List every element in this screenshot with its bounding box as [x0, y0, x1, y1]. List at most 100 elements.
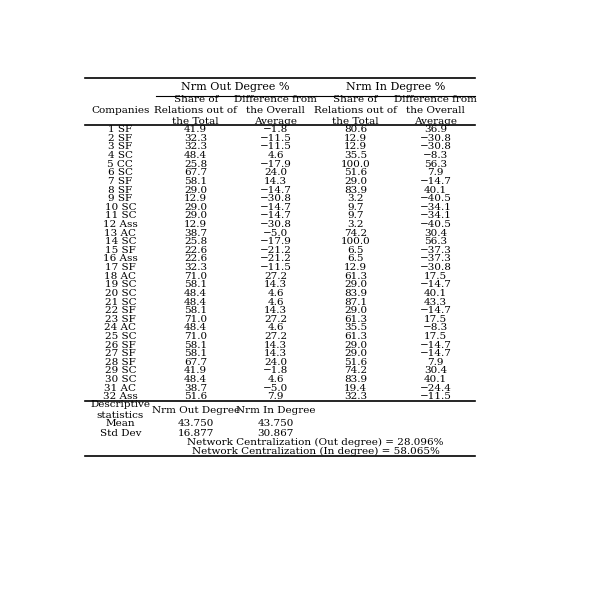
- Text: −24.4: −24.4: [419, 384, 451, 393]
- Text: Nrm Out Degree: Nrm Out Degree: [152, 406, 240, 415]
- Text: Network Centralization (In degree) = 58.065%: Network Centralization (In degree) = 58.…: [191, 447, 439, 456]
- Text: 35.5: 35.5: [344, 323, 367, 333]
- Text: 58.1: 58.1: [184, 340, 207, 350]
- Text: −8.3: −8.3: [423, 151, 448, 160]
- Text: 14.3: 14.3: [264, 340, 287, 350]
- Text: −30.8: −30.8: [260, 220, 292, 229]
- Text: 32.3: 32.3: [184, 142, 207, 152]
- Text: 43.750: 43.750: [177, 419, 214, 428]
- Text: −40.5: −40.5: [419, 194, 451, 203]
- Text: −5.0: −5.0: [263, 228, 288, 237]
- Text: 30.867: 30.867: [257, 428, 294, 438]
- Text: 14.3: 14.3: [264, 349, 287, 358]
- Text: Share of
Relations out of
the Total: Share of Relations out of the Total: [154, 95, 237, 126]
- Text: −34.1: −34.1: [419, 203, 451, 212]
- Text: −5.0: −5.0: [263, 384, 288, 393]
- Text: −30.8: −30.8: [260, 194, 292, 203]
- Text: −14.7: −14.7: [260, 186, 292, 195]
- Text: 19 SC: 19 SC: [105, 280, 136, 289]
- Text: 4.6: 4.6: [267, 323, 284, 333]
- Text: Share of
Relations out of
the Total: Share of Relations out of the Total: [314, 95, 397, 126]
- Text: −11.5: −11.5: [419, 392, 451, 401]
- Text: 41.9: 41.9: [184, 367, 207, 375]
- Text: 61.3: 61.3: [344, 272, 367, 281]
- Text: 21 SC: 21 SC: [105, 298, 136, 306]
- Text: 17.5: 17.5: [424, 315, 447, 324]
- Text: 61.3: 61.3: [344, 315, 367, 324]
- Text: −1.8: −1.8: [263, 126, 288, 134]
- Text: 20 SC: 20 SC: [105, 289, 136, 298]
- Text: −37.3: −37.3: [419, 246, 451, 255]
- Text: 4.6: 4.6: [267, 375, 284, 384]
- Text: 12.9: 12.9: [344, 142, 367, 152]
- Text: 43.3: 43.3: [424, 298, 447, 306]
- Text: 40.1: 40.1: [424, 186, 447, 195]
- Text: 32.3: 32.3: [184, 134, 207, 143]
- Text: 14 SC: 14 SC: [105, 237, 136, 246]
- Text: 29.0: 29.0: [344, 280, 367, 289]
- Text: 12.9: 12.9: [344, 263, 367, 272]
- Text: −21.2: −21.2: [260, 255, 292, 264]
- Text: 9.7: 9.7: [348, 211, 364, 220]
- Text: 24.0: 24.0: [264, 168, 287, 177]
- Text: 4 SC: 4 SC: [108, 151, 133, 160]
- Text: 14.3: 14.3: [264, 177, 287, 186]
- Text: 51.6: 51.6: [344, 168, 367, 177]
- Text: 14.3: 14.3: [264, 280, 287, 289]
- Text: Network Centralization (Out degree) = 28.096%: Network Centralization (Out degree) = 28…: [187, 438, 444, 447]
- Text: 30.4: 30.4: [424, 367, 447, 375]
- Text: 29.0: 29.0: [344, 177, 367, 186]
- Text: −17.9: −17.9: [260, 237, 292, 246]
- Text: 27.2: 27.2: [264, 332, 287, 341]
- Text: 12.9: 12.9: [184, 220, 207, 229]
- Text: 24.0: 24.0: [264, 358, 287, 367]
- Text: 48.4: 48.4: [184, 375, 207, 384]
- Text: 48.4: 48.4: [184, 289, 207, 298]
- Text: −37.3: −37.3: [419, 255, 451, 264]
- Text: 71.0: 71.0: [184, 332, 207, 341]
- Text: 29.0: 29.0: [184, 203, 207, 212]
- Text: 4.6: 4.6: [267, 151, 284, 160]
- Text: 58.1: 58.1: [184, 306, 207, 315]
- Text: 6.5: 6.5: [348, 246, 364, 255]
- Text: Nrm Out Degree %: Nrm Out Degree %: [181, 82, 290, 92]
- Text: 48.4: 48.4: [184, 298, 207, 306]
- Text: 17 SF: 17 SF: [105, 263, 136, 272]
- Text: −21.2: −21.2: [260, 246, 292, 255]
- Text: Std Dev: Std Dev: [100, 428, 141, 438]
- Text: 27.2: 27.2: [264, 315, 287, 324]
- Text: 67.7: 67.7: [184, 358, 207, 367]
- Text: 71.0: 71.0: [184, 315, 207, 324]
- Text: 27.2: 27.2: [264, 272, 287, 281]
- Text: 29.0: 29.0: [344, 340, 367, 350]
- Text: 56.3: 56.3: [424, 237, 447, 246]
- Text: 40.1: 40.1: [424, 375, 447, 384]
- Text: 56.3: 56.3: [424, 159, 447, 169]
- Text: −40.5: −40.5: [419, 220, 451, 229]
- Text: Difference from
the Overall
Average: Difference from the Overall Average: [394, 95, 477, 126]
- Text: 43.750: 43.750: [257, 419, 294, 428]
- Text: −14.7: −14.7: [260, 203, 292, 212]
- Text: 25.8: 25.8: [184, 159, 207, 169]
- Text: −1.8: −1.8: [263, 367, 288, 375]
- Text: 71.0: 71.0: [184, 272, 207, 281]
- Text: 83.9: 83.9: [344, 375, 367, 384]
- Text: Difference from
the Overall
Average: Difference from the Overall Average: [234, 95, 317, 126]
- Text: 22 SF: 22 SF: [105, 306, 136, 315]
- Text: 30.4: 30.4: [424, 228, 447, 237]
- Text: 87.1: 87.1: [344, 298, 367, 306]
- Text: 58.1: 58.1: [184, 349, 207, 358]
- Text: 35.5: 35.5: [344, 151, 367, 160]
- Text: 3 SF: 3 SF: [108, 142, 133, 152]
- Text: 18 AC: 18 AC: [104, 272, 137, 281]
- Text: −14.7: −14.7: [419, 280, 451, 289]
- Text: 51.6: 51.6: [184, 392, 207, 401]
- Text: Companies: Companies: [91, 106, 150, 115]
- Text: 29.0: 29.0: [344, 349, 367, 358]
- Text: 5 CC: 5 CC: [107, 159, 133, 169]
- Text: 6 SC: 6 SC: [108, 168, 133, 177]
- Text: 16 Ass: 16 Ass: [103, 255, 138, 264]
- Text: 51.6: 51.6: [344, 358, 367, 367]
- Text: 16.877: 16.877: [177, 428, 214, 438]
- Text: 100.0: 100.0: [340, 159, 370, 169]
